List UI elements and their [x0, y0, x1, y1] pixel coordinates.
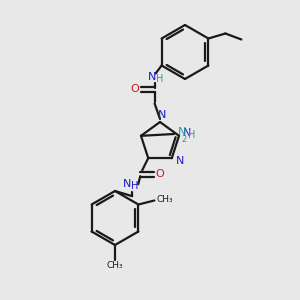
Text: H: H	[130, 181, 138, 191]
Text: N: N	[178, 127, 186, 137]
Text: O: O	[130, 85, 139, 94]
Text: 2: 2	[182, 136, 187, 145]
Text: N: N	[183, 128, 191, 138]
Text: CH₃: CH₃	[156, 195, 173, 204]
Text: H: H	[156, 74, 163, 83]
Text: CH₃: CH₃	[107, 260, 123, 269]
Text: N: N	[176, 156, 184, 166]
Text: H: H	[188, 130, 196, 140]
Text: N: N	[123, 179, 131, 189]
Text: N: N	[147, 71, 156, 82]
Text: O: O	[156, 169, 165, 179]
Text: N: N	[158, 110, 166, 120]
